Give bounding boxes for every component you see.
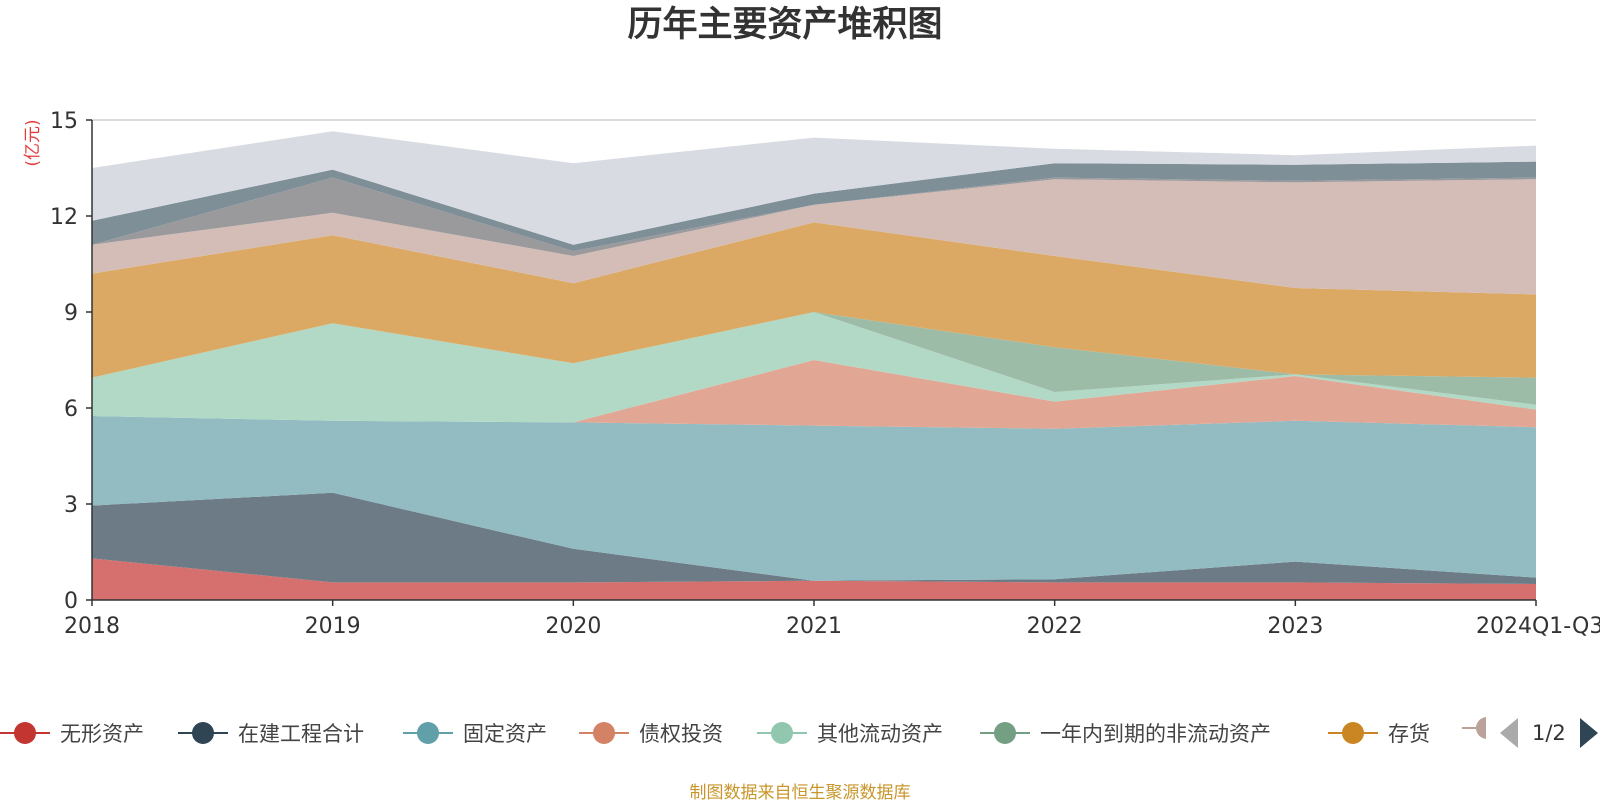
legend-item[interactable]: 其他流动资产 bbox=[757, 715, 943, 751]
legend-label: 一年内到期的非流动资产 bbox=[1040, 722, 1271, 746]
legend-marker-icon bbox=[1462, 715, 1486, 741]
pager-prev-icon[interactable] bbox=[1500, 718, 1518, 748]
series-area-8 bbox=[92, 177, 1536, 256]
x-tick-label: 2020 bbox=[545, 614, 601, 639]
series-area-0 bbox=[92, 558, 1536, 600]
series-area-1 bbox=[92, 492, 1536, 584]
legend-label: 存货 bbox=[1388, 722, 1430, 746]
x-tick-label: 2022 bbox=[1027, 614, 1083, 639]
legend-label: 无形资产 bbox=[60, 722, 144, 746]
y-tick-label: 15 bbox=[50, 109, 78, 134]
legend-marker-icon bbox=[178, 720, 228, 746]
legend-item[interactable]: 在建工程合计 bbox=[178, 715, 364, 751]
pager-next-icon[interactable] bbox=[1579, 718, 1598, 748]
stacked-areas bbox=[92, 131, 1536, 600]
series-area-10 bbox=[92, 131, 1536, 245]
series-area-7 bbox=[92, 179, 1536, 295]
legend-pager: 1/2 bbox=[1500, 713, 1598, 753]
axes: 0 3 6 9 12 15 2018 2019 2020 2021 2022 2023 2024Q1-Q… bbox=[50, 109, 1600, 639]
x-tick-label: 2018 bbox=[64, 614, 120, 639]
legend-marker-icon bbox=[980, 720, 1030, 746]
legend-item-partial[interactable] bbox=[1462, 715, 1486, 751]
legend-label: 其他流动资产 bbox=[817, 722, 943, 746]
x-tick-label: 2024Q1-Q3 bbox=[1476, 614, 1600, 639]
legend-item[interactable]: 存货 bbox=[1328, 715, 1430, 751]
legend-item[interactable]: 一年内到期的非流动资产 bbox=[980, 715, 1271, 751]
y-tick-label: 0 bbox=[64, 589, 78, 614]
series-area-6 bbox=[92, 222, 1536, 378]
x-tick-label: 2019 bbox=[305, 614, 361, 639]
legend-item[interactable]: 固定资产 bbox=[403, 715, 547, 751]
legend-item[interactable]: 无形资产 bbox=[0, 715, 144, 751]
series-area-5 bbox=[92, 312, 1536, 405]
legend-label: 固定资产 bbox=[463, 722, 547, 746]
legend-marker-icon bbox=[579, 720, 629, 746]
legend-label: 债权投资 bbox=[639, 722, 723, 746]
legend-marker-icon bbox=[757, 720, 807, 746]
legend-marker-icon bbox=[0, 720, 50, 746]
x-tick-label: 2021 bbox=[786, 614, 842, 639]
x-tick-label: 2023 bbox=[1267, 614, 1323, 639]
legend-item[interactable]: 债权投资 bbox=[579, 715, 723, 751]
y-axis-unit-label: (亿元) bbox=[23, 119, 43, 166]
series-area-3 bbox=[92, 360, 1536, 429]
y-tick-label: 9 bbox=[64, 301, 78, 326]
pager-page-indicator: 1/2 bbox=[1532, 721, 1566, 745]
series-area-9 bbox=[92, 161, 1536, 252]
data-source-note: 制图数据来自恒生聚源数据库 bbox=[689, 783, 911, 803]
chart-title: 历年主要资产堆积图 bbox=[627, 5, 942, 45]
y-tick-label: 6 bbox=[64, 397, 78, 422]
legend: 无形资产 在建工程合计 固定资产 债权投资 其他流动资产 一年内到期的非流动资产 存货 1/2 bbox=[0, 715, 1600, 755]
series-area-2 bbox=[92, 416, 1536, 581]
legend-marker-icon bbox=[1328, 720, 1378, 746]
series-area-4 bbox=[92, 312, 1536, 423]
legend-label: 在建工程合计 bbox=[238, 722, 364, 746]
y-tick-label: 12 bbox=[50, 205, 78, 230]
legend-marker-icon bbox=[403, 720, 453, 746]
y-tick-label: 3 bbox=[64, 493, 78, 518]
